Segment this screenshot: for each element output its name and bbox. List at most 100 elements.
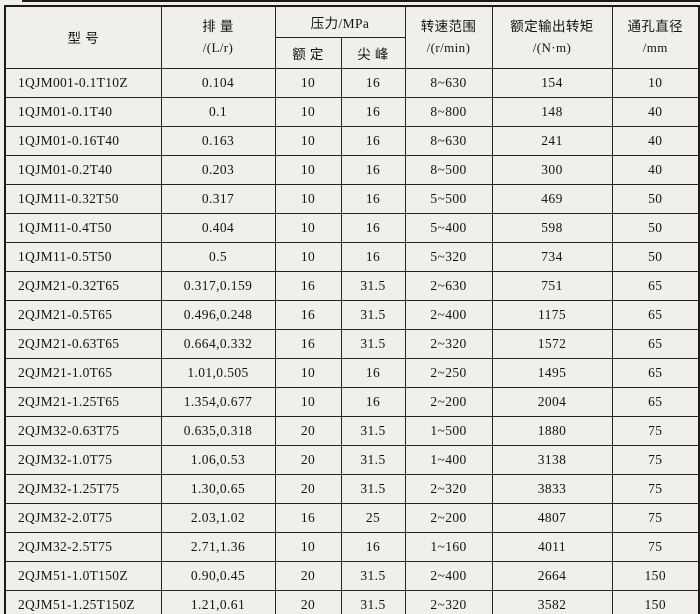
cell-displacement: 0.635,0.318 <box>160 415 276 446</box>
table-header: 型 号 排 量 /(L/r) 压力/MPa 转速范围 /(r/min) 额定输出… <box>4 5 700 69</box>
cell-displacement: 2.03,1.02 <box>160 502 276 533</box>
cell-rated: 20 <box>274 444 342 475</box>
cell-peak: 31.5 <box>340 473 406 504</box>
cell-peak: 31.5 <box>340 444 406 475</box>
cell-model: 2QJM32-2.5T75 <box>4 531 162 562</box>
cell-peak: 31.5 <box>340 328 406 359</box>
cell-rated: 10 <box>274 212 342 243</box>
cell-displacement: 0.317 <box>160 183 276 214</box>
cell-speed: 8~500 <box>404 154 493 185</box>
cell-bore: 65 <box>611 357 700 388</box>
header-speed-range-unit: /(r/min) <box>426 39 471 55</box>
cell-speed: 8~630 <box>404 67 493 98</box>
cell-bore: 150 <box>611 589 700 614</box>
cell-peak: 16 <box>340 125 406 156</box>
cell-torque: 734 <box>491 241 613 272</box>
cell-torque: 154 <box>491 67 613 98</box>
header-rated-torque: 额定输出转矩 /(N·m) <box>491 5 613 69</box>
cell-model: 2QJM21-0.5T65 <box>4 299 162 330</box>
table-row: 2QJM32-1.25T75 1.30,0.65 20 31.5 2~320 3833 75 <box>4 473 700 504</box>
cell-speed: 2~200 <box>404 386 493 417</box>
cell-rated: 10 <box>274 386 342 417</box>
cell-torque: 241 <box>491 125 613 156</box>
cell-peak: 16 <box>340 531 406 562</box>
cell-displacement: 1.06,0.53 <box>160 444 276 475</box>
cell-peak: 16 <box>340 96 406 127</box>
cell-torque: 598 <box>491 212 613 243</box>
cell-bore: 65 <box>611 386 700 417</box>
cell-model: 1QJM11-0.5T50 <box>4 241 162 272</box>
table-row: 2QJM21-0.5T65 0.496,0.248 16 31.5 2~400 1175 6… <box>4 299 700 330</box>
cell-displacement: 0.664,0.332 <box>160 328 276 359</box>
cell-model: 2QJM21-1.0T65 <box>4 357 162 388</box>
cell-speed: 8~800 <box>404 96 493 127</box>
hydraulic-motor-spec-table: 型 号 排 量 /(L/r) 压力/MPa 转速范围 /(r/min) 额定输出… <box>4 5 700 614</box>
table-row: 2QJM21-0.63T65 0.664,0.332 16 31.5 2~320 1572… <box>4 328 700 359</box>
table-row: 1QJM01-0.16T40 0.163 10 16 8~630 241 40 <box>4 125 700 156</box>
cell-model: 1QJM11-0.4T50 <box>4 212 162 243</box>
cell-rated: 10 <box>274 96 342 127</box>
cell-model: 2QJM21-0.32T65 <box>4 270 162 301</box>
table-row: 2QJM51-1.0T150Z 0.90,0.45 20 31.5 2~400 2664 1… <box>4 560 700 591</box>
cell-model: 2QJM32-2.0T75 <box>4 502 162 533</box>
cell-model: 1QJM01-0.2T40 <box>4 154 162 185</box>
table-row: 1QJM11-0.32T50 0.317 10 16 5~500 469 50 <box>4 183 700 214</box>
cell-rated: 10 <box>274 125 342 156</box>
header-displacement-label: 排 量 <box>202 19 234 35</box>
table-row: 2QJM51-1.25T150Z 1.21,0.61 20 31.5 2~320 3582… <box>4 589 700 614</box>
cell-bore: 40 <box>611 154 700 185</box>
cell-speed: 5~400 <box>404 212 493 243</box>
cell-bore: 75 <box>611 473 700 504</box>
cell-displacement: 0.203 <box>160 154 276 185</box>
cell-model: 2QJM32-1.0T75 <box>4 444 162 475</box>
cell-rated: 10 <box>274 183 342 214</box>
cell-torque: 1572 <box>491 328 613 359</box>
cell-bore: 10 <box>611 67 700 98</box>
cell-rated: 10 <box>274 357 342 388</box>
cell-model: 2QJM32-1.25T75 <box>4 473 162 504</box>
cell-rated: 20 <box>274 415 342 446</box>
cell-model: 2QJM32-0.63T75 <box>4 415 162 446</box>
cell-speed: 2~400 <box>404 299 493 330</box>
page-top-scan-line <box>22 0 700 2</box>
cell-displacement: 0.496,0.248 <box>160 299 276 330</box>
table-row: 2QJM32-2.5T75 2.71,1.36 10 16 1~160 4011 75 <box>4 531 700 562</box>
cell-rated: 10 <box>274 531 342 562</box>
cell-peak: 31.5 <box>340 299 406 330</box>
cell-bore: 65 <box>611 270 700 301</box>
table-row: 1QJM11-0.4T50 0.404 10 16 5~400 598 50 <box>4 212 700 243</box>
cell-bore: 65 <box>611 328 700 359</box>
cell-torque: 751 <box>491 270 613 301</box>
header-speed-range-label: 转速范围 <box>420 19 477 35</box>
table-row: 1QJM001-0.1T10Z 0.104 10 16 8~630 154 10 <box>4 67 700 98</box>
cell-speed: 8~630 <box>404 125 493 156</box>
header-model-label: 型 号 <box>67 31 100 47</box>
cell-speed: 2~250 <box>404 357 493 388</box>
cell-peak: 25 <box>340 502 406 533</box>
cell-peak: 31.5 <box>340 270 406 301</box>
cell-speed: 5~500 <box>404 183 493 214</box>
cell-peak: 16 <box>340 183 406 214</box>
cell-peak: 16 <box>340 67 406 98</box>
table-row: 2QJM21-1.25T65 1.354,0.677 10 16 2~200 2004 65 <box>4 386 700 417</box>
header-bore-diameter-unit: /mm <box>642 39 668 55</box>
cell-torque: 3833 <box>491 473 613 504</box>
cell-rated: 16 <box>274 328 342 359</box>
cell-speed: 2~320 <box>404 473 493 504</box>
cell-peak: 31.5 <box>340 560 406 591</box>
cell-model: 1QJM01-0.16T40 <box>4 125 162 156</box>
cell-model: 2QJM21-1.25T65 <box>4 386 162 417</box>
cell-model: 2QJM51-1.0T150Z <box>4 560 162 591</box>
cell-bore: 75 <box>611 444 700 475</box>
cell-bore: 75 <box>611 502 700 533</box>
table-row: 2QJM21-0.32T65 0.317,0.159 16 31.5 2~630 751 6… <box>4 270 700 301</box>
cell-peak: 31.5 <box>340 415 406 446</box>
cell-bore: 75 <box>611 415 700 446</box>
cell-rated: 10 <box>274 241 342 272</box>
header-bore-diameter: 通孔直径 /mm <box>611 5 700 69</box>
cell-model: 1QJM11-0.32T50 <box>4 183 162 214</box>
header-rated-torque-label: 额定输出转矩 <box>510 19 594 35</box>
cell-rated: 10 <box>274 154 342 185</box>
cell-torque: 469 <box>491 183 613 214</box>
